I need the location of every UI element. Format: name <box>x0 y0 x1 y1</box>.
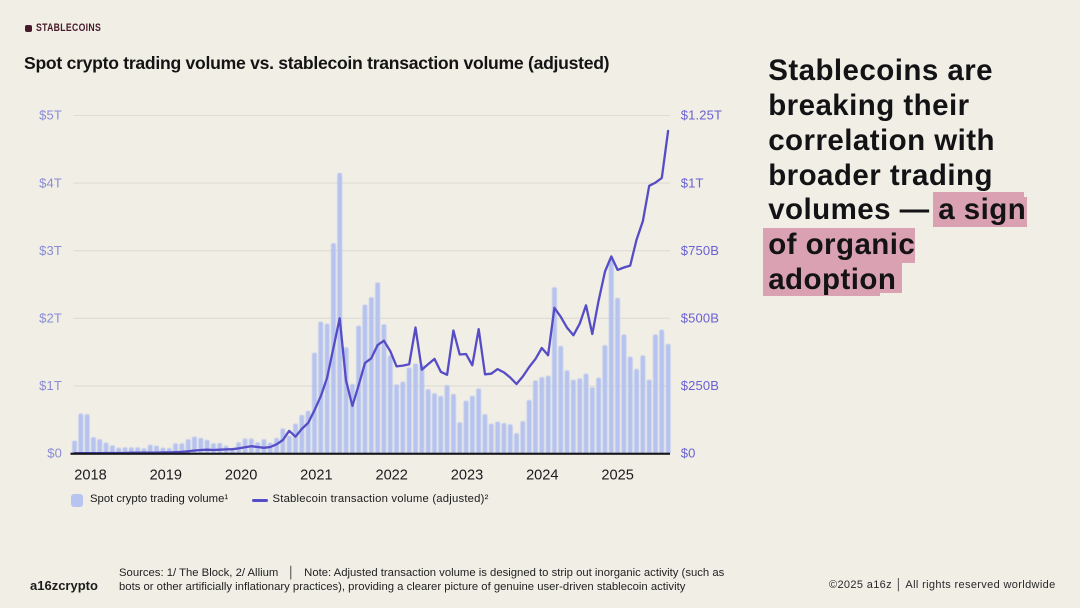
svg-text:$750B: $750B <box>681 243 719 258</box>
svg-text:$1T: $1T <box>39 378 62 393</box>
svg-text:2021: 2021 <box>300 468 332 484</box>
svg-text:$1.25T: $1.25T <box>681 108 722 123</box>
svg-text:$0: $0 <box>47 446 62 461</box>
svg-text:$5T: $5T <box>39 108 62 123</box>
svg-text:2025: 2025 <box>601 468 633 484</box>
svg-text:$4T: $4T <box>39 175 62 190</box>
svg-text:$3T: $3T <box>39 243 62 258</box>
svg-text:$500B: $500B <box>681 311 719 326</box>
svg-text:2024: 2024 <box>526 468 558 484</box>
svg-text:$0: $0 <box>681 446 696 461</box>
svg-text:$250B: $250B <box>681 378 719 393</box>
svg-text:2018: 2018 <box>74 468 106 484</box>
svg-text:2020: 2020 <box>225 468 257 484</box>
svg-text:$1T: $1T <box>681 175 704 190</box>
svg-text:2023: 2023 <box>451 468 483 484</box>
svg-text:$2T: $2T <box>39 311 62 326</box>
svg-text:2022: 2022 <box>375 468 407 484</box>
svg-text:2019: 2019 <box>150 468 182 484</box>
